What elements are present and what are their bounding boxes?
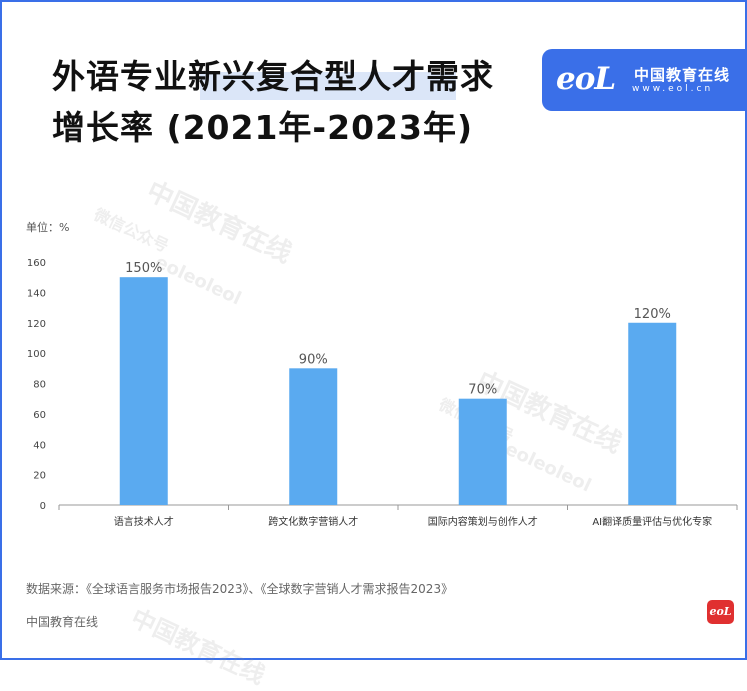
bar [458,398,507,505]
x-category-label: 国际内容策划与创作人才 [428,515,538,528]
page-title: 外语专业新兴复合型人才需求 [52,57,494,96]
y-tick-label: 100 [27,349,46,360]
eol-logo-url: www.eol.cn [632,84,714,94]
bar [119,277,168,505]
y-tick-label: 60 [33,410,46,421]
title-highlight [200,72,456,100]
y-tick-label: 40 [33,440,46,451]
page-subtitle: 增长率 (2021年-2023年) [52,108,474,147]
eol-logo-mark: eoL [556,61,616,97]
y-tick-label: 20 [33,471,46,482]
bar-value-label: 90% [299,352,328,367]
x-category-label: 跨文化数字营销人才 [268,515,358,528]
bar-value-label: 150% [125,261,162,276]
data-source: 数据来源：《全球语言服务市场报告2023》、《全球数字营销人才需求报告2023》 [26,582,454,596]
bar-value-label: 120% [634,307,671,322]
eol-badge-icon: eoL [707,600,734,624]
x-category-label: AI翻译质量评估与优化专家 [592,515,712,528]
bar-chart: 0 20 40 60 80 100 120 140 160 150% 语言技术人才 90% 跨文化数字营… [27,258,738,528]
bar [289,368,338,505]
x-category-label: 语言技术人才 [114,515,174,528]
y-tick-label: 160 [27,258,46,269]
bar [628,322,677,505]
y-tick-label: 140 [27,288,46,299]
y-tick-label: 0 [40,501,46,512]
footer-brand: 中国教育在线 [26,615,99,629]
unit-label: 单位：% [26,221,70,234]
y-tick-label: 80 [33,380,46,391]
bar-value-label: 70% [468,383,497,398]
watermark-brand: 中国教育在线 [126,603,270,690]
eol-logo: eoL 中国教育在线 www.eol.cn [542,49,747,111]
eol-logo-name: 中国教育在线 [634,66,731,84]
y-tick-label: 120 [27,319,46,330]
